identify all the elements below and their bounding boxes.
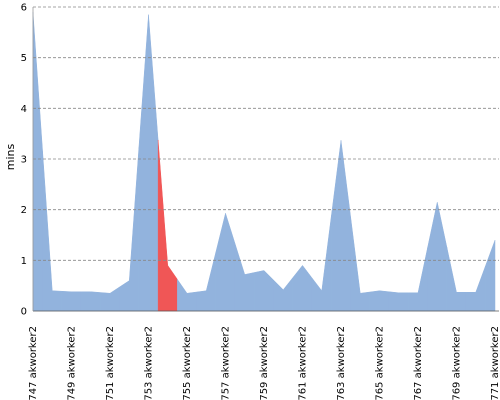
area-segment — [234, 243, 255, 312]
area-segment — [119, 147, 140, 312]
x-tick-label: #6769 akworker2 — [452, 326, 463, 400]
x-tick-label: #6771 akworker2 — [490, 326, 500, 400]
x-tick-label: #6767 akworker2 — [413, 326, 424, 400]
area-segment — [177, 278, 197, 312]
x-tick-label: #6747 akworker2 — [28, 326, 39, 400]
area-segment — [427, 202, 448, 312]
area-segment — [254, 270, 274, 312]
area-segment — [157, 139, 178, 312]
area-segment — [61, 290, 82, 312]
area-segment — [273, 276, 294, 312]
area-segment — [32, 12, 43, 312]
area-segment — [331, 140, 351, 312]
y-tick-label: 4 — [21, 104, 27, 115]
area-segment — [138, 14, 159, 312]
area-segment — [196, 251, 217, 312]
area-segment — [42, 151, 63, 312]
y-tick-label: 6 — [21, 3, 27, 14]
area-segment — [388, 291, 409, 312]
area-segment — [215, 212, 236, 312]
y-tick-label: 2 — [21, 205, 27, 216]
x-tick-label: #6749 akworker2 — [67, 326, 78, 400]
y-axis-label: mins — [4, 143, 17, 170]
x-tick-label: #6759 akworker2 — [259, 326, 270, 400]
area-segment — [465, 266, 486, 312]
x-tick-label: #6765 akworker2 — [375, 326, 386, 400]
area-segment — [485, 239, 496, 312]
area-segment — [80, 291, 101, 312]
x-tick-label: #6753 akworker2 — [144, 326, 155, 400]
area-segment — [446, 247, 467, 312]
y-tick-label: 1 — [21, 256, 27, 267]
y-tick-label: 5 — [21, 53, 27, 64]
x-tick-label: #6755 akworker2 — [182, 326, 193, 400]
x-tick-label: #6761 akworker2 — [298, 326, 309, 400]
area-segment — [311, 215, 332, 312]
area-segment — [408, 247, 428, 312]
area-segment — [350, 216, 371, 312]
area-segment — [369, 290, 390, 312]
y-tick-label: 0 — [21, 307, 27, 318]
area-segment — [292, 264, 313, 312]
x-tick-label: #6763 akworker2 — [336, 326, 347, 400]
area-segment — [100, 286, 120, 312]
x-tick-label: #6757 akworker2 — [221, 326, 232, 400]
x-tick-label: #6751 akworker2 — [105, 326, 116, 400]
y-tick-label: 3 — [21, 155, 27, 166]
